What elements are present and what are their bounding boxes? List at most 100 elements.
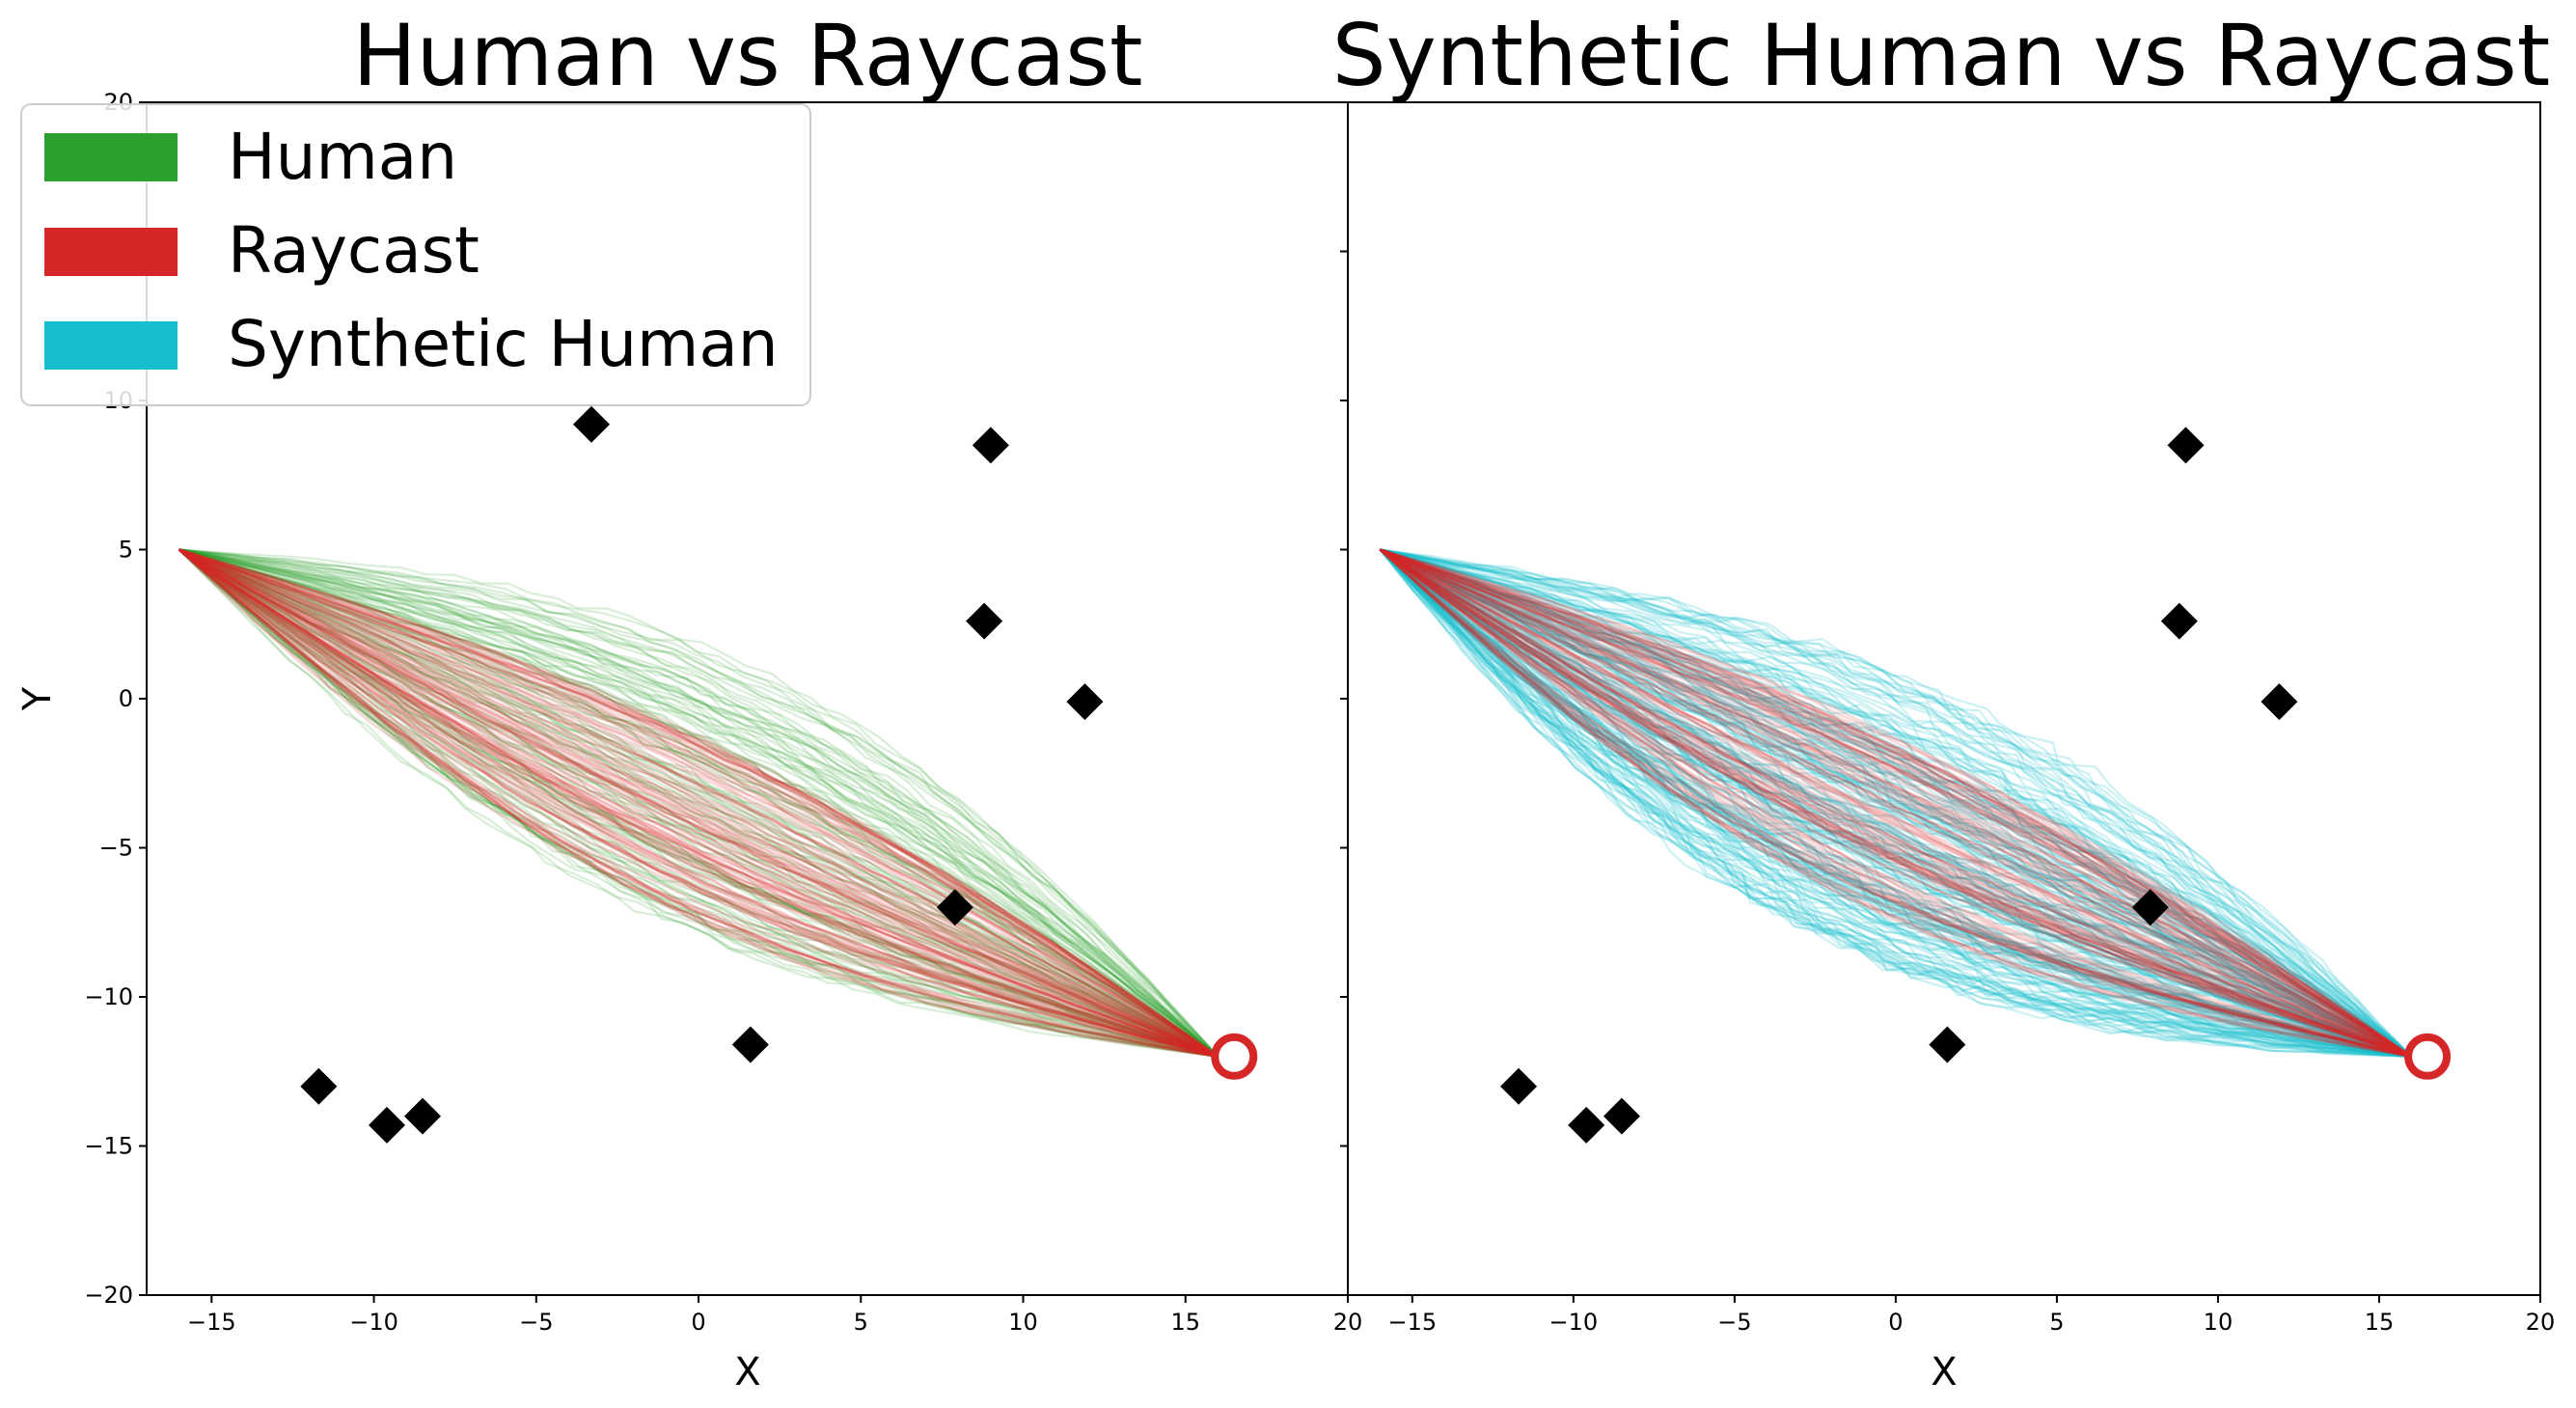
trajectory-raycast [1379,548,2413,1058]
trajectory-raycast [178,548,1219,1059]
trajectory-synthetic-human [1379,548,2412,1058]
y-tick-label: −20 [84,1282,133,1309]
trajectory-raycast [1379,548,2412,1058]
trajectory-synthetic-human [1379,548,2412,1058]
trajectory-raycast [1379,548,2412,1058]
trajectory-synthetic-human [1379,548,2412,1058]
trajectory-raycast [178,548,1219,1058]
trajectory-synthetic-human [1379,548,2412,1058]
trajectory-raycast [178,548,1219,1058]
trajectory-synthetic-human [1380,548,2413,1058]
trajectory-synthetic-human [1379,548,2412,1058]
trajectory-raycast [178,548,1219,1058]
trajectory-human [178,548,1219,1058]
trajectory-synthetic-human [1379,548,2412,1058]
trajectory-human [178,548,1219,1058]
trajectory-human [178,548,1219,1058]
trajectory-raycast [1380,548,2413,1058]
trajectory-human [178,548,1219,1058]
trajectory-raycast [1379,548,2412,1058]
trajectory-human [178,548,1219,1058]
trajectory-synthetic-human [1379,548,2412,1058]
trajectory-synthetic-human [1380,548,2413,1058]
trajectory-synthetic-human [1379,548,2412,1058]
trajectory-raycast [1379,548,2412,1058]
obstacle-marker [369,1106,405,1144]
trajectory-synthetic-human [1379,548,2412,1058]
trajectory-raycast [178,548,1219,1058]
obstacle-marker [1603,1097,1640,1135]
trajectory-synthetic-human [1379,548,2412,1058]
trajectory-raycast [1379,548,2412,1058]
trajectory-raycast [1379,548,2412,1059]
trajectory-human [178,548,1219,1058]
trajectory-synthetic-human [1379,548,2412,1058]
trajectory-raycast [1380,548,2413,1058]
trajectory-synthetic-human [1380,548,2412,1058]
trajectory-synthetic-human [1379,548,2412,1058]
trajectory-human [178,548,1219,1058]
trajectory-synthetic-human [1380,548,2413,1058]
trajectory-synthetic-human [1379,548,2412,1058]
trajectory-synthetic-human [1379,548,2412,1058]
trajectory-raycast [178,548,1219,1058]
trajectory-synthetic-human [1380,548,2412,1058]
trajectory-raycast [178,548,1219,1059]
y-tick-label: 5 [119,537,133,564]
trajectory-raycast [1380,548,2413,1058]
trajectory-raycast [178,548,1219,1058]
trajectory-synthetic-human [1380,548,2413,1058]
trajectory-human [178,548,1219,1058]
x-tick-label: 10 [1008,1309,1038,1336]
trajectory-synthetic-human [1379,548,2412,1058]
trajectory-synthetic-human [1379,548,2412,1058]
trajectory-synthetic-human [1379,548,2412,1058]
trajectory-synthetic-human [1380,548,2413,1058]
trajectory-human [178,548,1219,1058]
trajectory-raycast [178,548,1219,1058]
trajectory-raycast [1379,548,2413,1058]
x-tick-label: −15 [187,1309,236,1336]
trajectory-raycast [1379,548,2412,1059]
trajectory-synthetic-human [1379,548,2412,1058]
trajectory-raycast [178,548,1219,1059]
trajectory-raycast [1379,548,2413,1058]
trajectory-synthetic-human [1379,548,2412,1058]
x-tick-label: 15 [2365,1309,2395,1336]
panel-human-vs-raycast: Human vs Raycast −15 −10 −5 0 5 10 15 20 −20 −15 −… [15,6,1362,1394]
trajectory-synthetic-human [1379,548,2412,1058]
trajectory-synthetic-human [1380,548,2413,1058]
trajectory-human [178,548,1219,1058]
trajectory-human [178,548,1219,1058]
trajectory-raycast [178,548,1219,1059]
trajectory-synthetic-human [1379,548,2412,1058]
trajectory-synthetic-human [1379,548,2412,1058]
trajectory-raycast [178,548,1219,1058]
trajectory-raycast [178,548,1219,1058]
trajectory-human [178,548,1219,1058]
trajectory-raycast [178,548,1219,1058]
trajectory-synthetic-human [1379,548,2412,1058]
trajectory-human [178,548,1219,1058]
trajectory-raycast [1380,548,2413,1058]
trajectory-synthetic-human [1379,548,2412,1058]
trajectory-synthetic-human [1380,548,2413,1058]
trajectory-synthetic-human [1379,548,2412,1058]
trajectory-raycast [178,548,1219,1059]
trajectory-synthetic-human [1380,548,2413,1058]
trajectory-synthetic-human [1379,548,2412,1058]
trajectory-human [178,548,1219,1058]
trajectory-raycast [178,548,1219,1059]
trajectory-raycast [1379,548,2412,1058]
trajectory-synthetic-human [1379,548,2412,1058]
trajectory-raycast [178,548,1219,1058]
trajectory-raycast [178,548,1219,1058]
trajectory-synthetic-human [1379,548,2412,1058]
trajectory-human [178,548,1219,1058]
trajectory-raycast [178,548,1219,1059]
trajectory-human [178,548,1219,1058]
trajectory-human [178,548,1219,1058]
trajectory-raycast [178,548,1219,1059]
trajectory-synthetic-human [1379,548,2412,1058]
